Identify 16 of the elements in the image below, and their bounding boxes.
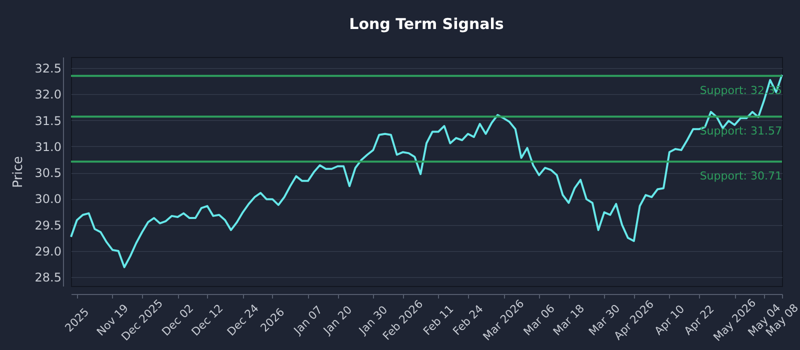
y-tick-label: 28.5 xyxy=(34,270,62,285)
x-tick-label: Jan 20 xyxy=(320,303,355,338)
y-tick-label: 30.0 xyxy=(34,192,62,206)
line-series xyxy=(70,74,783,268)
ref-line-label: Support: 30.71 xyxy=(700,170,782,183)
y-tick-label: 29.5 xyxy=(34,218,62,232)
y-tick-label: 31.0 xyxy=(34,140,62,154)
ref-line-label: Support: 31.57 xyxy=(700,124,782,138)
y-tick-label: 30.5 xyxy=(34,166,62,180)
x-tick-label: Dec 24 xyxy=(224,302,262,338)
chart-title: Long Term Signals xyxy=(349,15,504,33)
y-axis-title: Price xyxy=(10,156,26,188)
y-tick-label: 32.5 xyxy=(34,61,62,76)
y-tick-label: 31.5 xyxy=(34,114,62,128)
y-tick-label: 32.0 xyxy=(34,88,62,102)
y-tick-label: 29.0 xyxy=(34,244,62,258)
